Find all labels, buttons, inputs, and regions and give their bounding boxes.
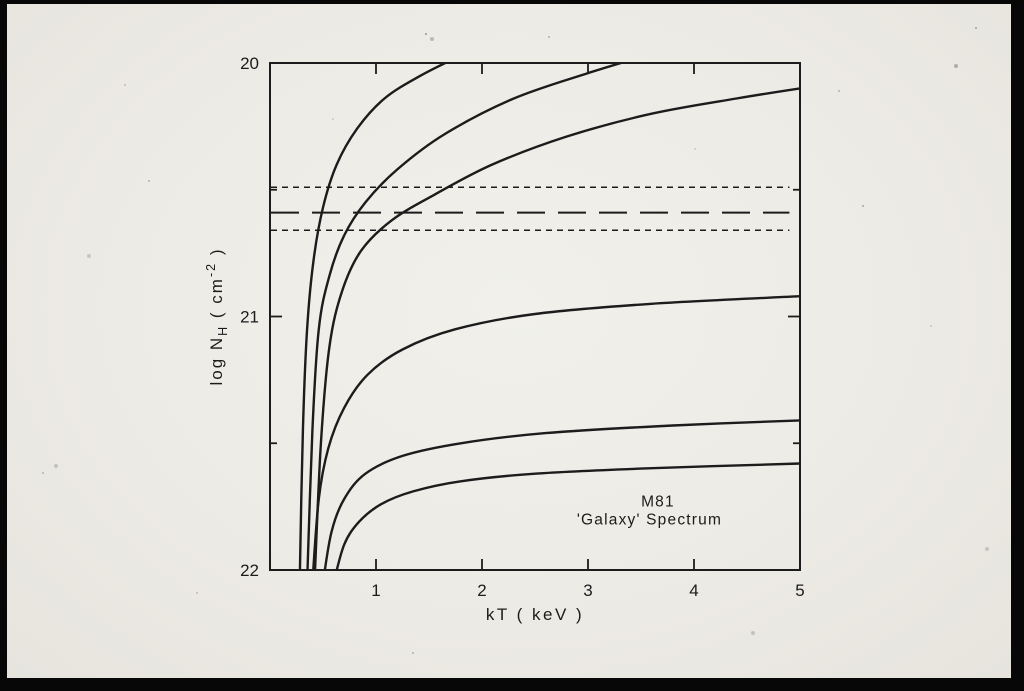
y-tick-label: 21 bbox=[240, 308, 259, 327]
reference-lines bbox=[271, 186, 790, 232]
x-tick-label: 5 bbox=[795, 581, 804, 600]
y-axis-label: log NH ( cm-2 ) bbox=[204, 247, 230, 385]
upper-contour-2 bbox=[306, 63, 626, 570]
x-tick-label: 4 bbox=[689, 581, 698, 600]
y-tick-labels: 20 21 22 bbox=[240, 54, 259, 580]
x-tick-label: 3 bbox=[583, 581, 592, 600]
contour-curves bbox=[298, 63, 800, 570]
axis-ticks bbox=[270, 62, 801, 571]
x-axis-label: kT ( keV ) bbox=[486, 605, 584, 624]
upper-contour-1 bbox=[298, 63, 448, 570]
annotations: M81'Galaxy' Spectrum bbox=[577, 494, 722, 529]
x-tick-labels: 1 2 3 4 5 bbox=[371, 581, 804, 600]
x-tick-label: 1 bbox=[371, 581, 380, 600]
slide-paper bbox=[7, 4, 1011, 678]
lower-contour-3 bbox=[335, 462, 800, 570]
lower-contour-2 bbox=[323, 419, 800, 570]
annotation-galaxy-spectrum: 'Galaxy' Spectrum bbox=[577, 511, 722, 528]
y-tick-label: 22 bbox=[240, 561, 259, 580]
y-tick-label: 20 bbox=[240, 54, 259, 73]
x-tick-label: 2 bbox=[477, 581, 486, 600]
lower-contour-1 bbox=[312, 295, 800, 570]
annotation-m81: M81 bbox=[641, 494, 675, 511]
upper-contour-3 bbox=[313, 87, 800, 570]
